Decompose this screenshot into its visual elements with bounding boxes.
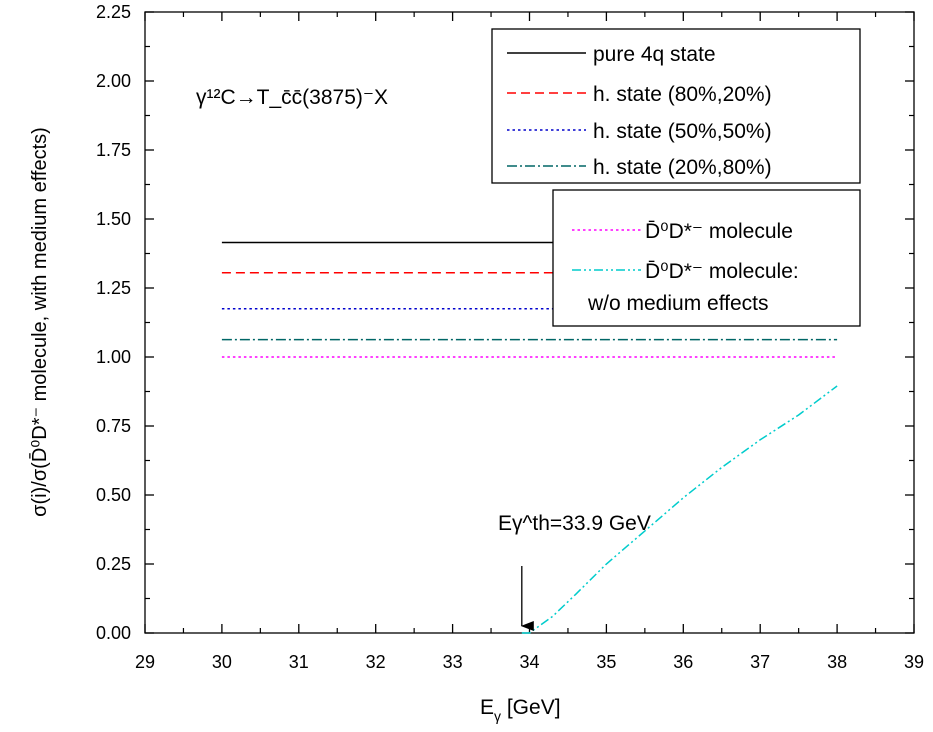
legend-box-upper bbox=[491, 28, 861, 184]
x-tick-label: 33 bbox=[443, 652, 463, 672]
y-tick-label: 1.00 bbox=[96, 347, 131, 367]
x-axis-label: Eγ [GeV] bbox=[480, 696, 561, 724]
legend-label: pure 4q state bbox=[593, 43, 716, 66]
x-axis-label-unit: [GeV] bbox=[501, 696, 561, 719]
x-tick-label: 39 bbox=[904, 652, 924, 672]
legend-entry-h-state-50-50: h. state (50%,50%) bbox=[507, 120, 772, 143]
y-tick-label: 1.75 bbox=[96, 140, 131, 160]
y-axis-ticks: 0.00 0.25 0.50 0.75 1.00 1.25 1.50 1.75 2.00 2.25 bbox=[96, 2, 914, 643]
x-tick-label: 36 bbox=[673, 652, 693, 672]
x-tick-label: 29 bbox=[135, 652, 155, 672]
legend-label: h. state (50%,50%) bbox=[593, 120, 772, 143]
x-axis-label-main: E bbox=[480, 696, 494, 719]
legend-entry-molecule-no-medium: D̄⁰D*⁻ molecule: w/o medium effects bbox=[572, 260, 799, 315]
legend-label-line1: D̄⁰D*⁻ molecule: bbox=[645, 260, 799, 283]
x-tick-label: 30 bbox=[212, 652, 232, 672]
x-tick-label: 37 bbox=[750, 652, 770, 672]
y-tick-label: 2.25 bbox=[96, 2, 131, 22]
legend-label: h. state (80%,20%) bbox=[593, 83, 772, 106]
y-tick-label: 0.75 bbox=[96, 416, 131, 436]
legend-entry-pure-4q: pure 4q state bbox=[507, 43, 716, 66]
legend-entry-h-state-80-20: h. state (80%,20%) bbox=[507, 83, 772, 106]
legend-entry-h-state-20-80: h. state (20%,80%) bbox=[507, 156, 772, 179]
series-line-5 bbox=[521, 385, 838, 634]
reaction-annotation: γ¹²C→T_c̄c̄(3875)⁻X bbox=[196, 86, 388, 109]
x-tick-label: 35 bbox=[596, 652, 616, 672]
legend-entry-molecule: D̄⁰D*⁻ molecule bbox=[572, 220, 793, 243]
x-tick-label: 31 bbox=[289, 652, 309, 672]
y-tick-label: 0.50 bbox=[96, 485, 131, 505]
legend-label: D̄⁰D*⁻ molecule: w/o medium effects bbox=[587, 260, 799, 315]
x-tick-label: 38 bbox=[827, 652, 847, 672]
x-axis-label-subscript: γ bbox=[494, 708, 501, 724]
threshold-annotation: Eγ^th=33.9 GeV bbox=[498, 512, 651, 535]
legend-box-lower bbox=[552, 189, 861, 327]
y-axis-label: σ(i)/σ(D̄⁰D*⁻ molecule, with medium effe… bbox=[28, 127, 51, 517]
x-tick-label: 34 bbox=[519, 652, 539, 672]
y-tick-label: 1.25 bbox=[96, 278, 131, 298]
legend-label: D̄⁰D*⁻ molecule bbox=[645, 220, 793, 243]
x-tick-label: 32 bbox=[366, 652, 386, 672]
y-tick-label: 1.50 bbox=[96, 209, 131, 229]
x-axis-ticks: 29 30 31 32 33 34 35 36 37 38 39 bbox=[135, 12, 924, 672]
y-tick-label: 0.25 bbox=[96, 554, 131, 574]
legend-label-line2: w/o medium effects bbox=[587, 292, 769, 315]
y-tick-label: 2.00 bbox=[96, 71, 131, 91]
legend-label: h. state (20%,80%) bbox=[593, 156, 772, 179]
y-tick-label: 0.00 bbox=[96, 623, 131, 643]
